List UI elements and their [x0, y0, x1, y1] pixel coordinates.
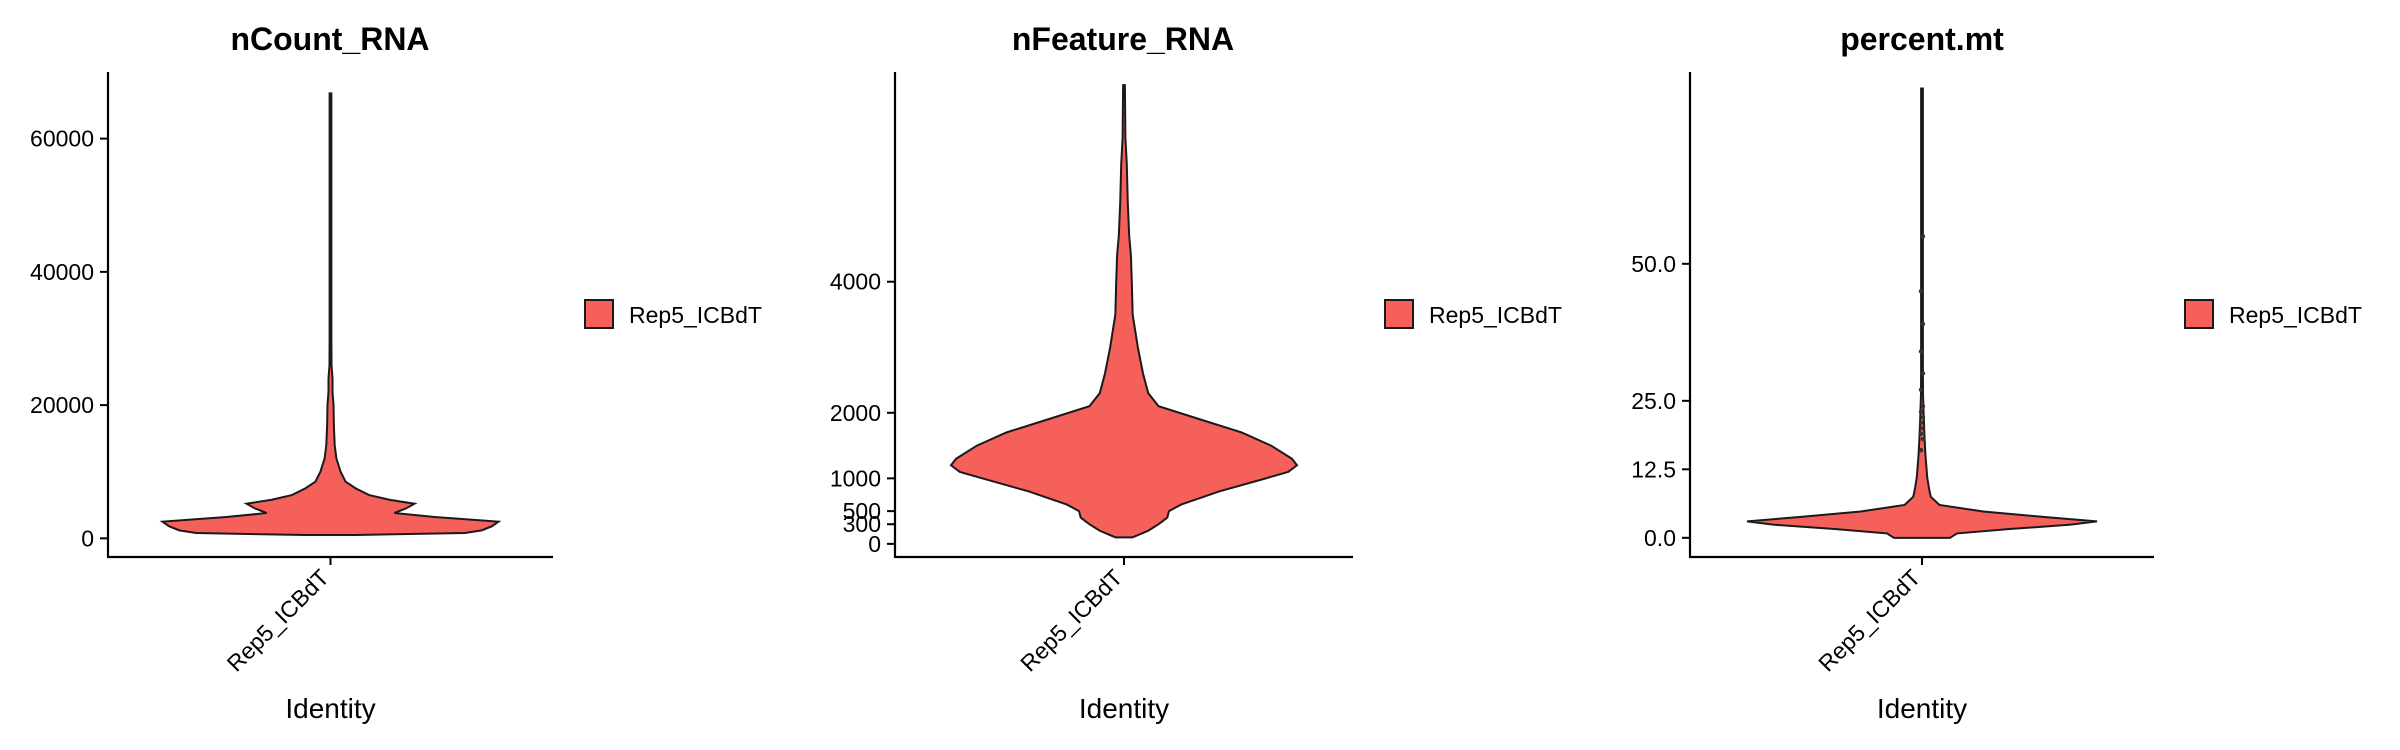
data-point: [1918, 289, 1924, 294]
chart-title: nFeature_RNA: [1012, 21, 1234, 57]
y-tick-label: 500: [843, 498, 881, 524]
data-point: [1920, 426, 1926, 431]
data-point: [1920, 404, 1926, 409]
y-tick-label: 1000: [830, 465, 881, 491]
y-tick-label: 0.0: [1644, 525, 1676, 551]
y-tick-label: 20000: [30, 392, 94, 418]
y-tick-label: 0: [81, 525, 94, 551]
panel-3: percent.mt 0.0 12.5 25.0 50.0 Rep5_ICBdT Ident…: [1631, 21, 2362, 724]
x-tick-label: Rep5_ICBdT: [1813, 564, 1925, 676]
violin-Rep5_ICBdT: [949, 84, 1299, 539]
data-point: [1920, 415, 1926, 420]
legend-label: Rep5_ICBdT: [2229, 302, 2362, 328]
x-tick-label: Rep5_ICBdT: [222, 564, 334, 676]
data-point: [1920, 371, 1926, 376]
legend-key: [1384, 299, 1414, 329]
data-point: [1920, 234, 1926, 239]
y-tick-label: 50.0: [1631, 251, 1676, 277]
legend-key: [584, 299, 614, 329]
violin-Rep5_ICBdT: [1746, 87, 2098, 539]
legend: Rep5_ICBdT: [2184, 299, 2362, 329]
y-tick-label: 0: [868, 531, 881, 557]
data-point: [1918, 387, 1924, 393]
data-point: [1918, 409, 1924, 414]
x-axis-label: Identity: [1877, 693, 1967, 724]
panel-1: nCount_RNA 0 20000 40000 60000 Rep5_ICBdT Iden…: [30, 21, 762, 724]
legend: Rep5_ICBdT: [584, 299, 762, 329]
data-point: [1920, 321, 1926, 327]
x-axis-label: Identity: [1079, 693, 1169, 724]
data-point: [1918, 447, 1924, 453]
data-point: [1920, 436, 1926, 442]
x-tick-label: Rep5_ICBdT: [1015, 564, 1127, 676]
y-tick-label: 12.5: [1631, 456, 1676, 482]
x-axis-label: Identity: [285, 693, 375, 724]
y-tick-label: 2000: [830, 400, 881, 426]
legend: Rep5_ICBdT: [1384, 299, 1562, 329]
y-tick-label: 40000: [30, 259, 94, 285]
y-tick-label: 300: [843, 511, 881, 537]
chart-title: percent.mt: [1840, 21, 2004, 57]
data-point: [1918, 431, 1924, 436]
legend-label: Rep5_ICBdT: [1429, 302, 1562, 328]
data-point: [1918, 349, 1924, 354]
violin-Rep5_ICBdT: [159, 92, 502, 537]
y-tick-label: 25.0: [1631, 388, 1676, 414]
legend-key: [2184, 299, 2214, 329]
data-point: [1918, 420, 1924, 425]
y-tick-label: 4000: [830, 269, 881, 295]
legend-label: Rep5_ICBdT: [629, 302, 762, 328]
y-tick-label: 60000: [30, 126, 94, 152]
chart-title: nCount_RNA: [230, 21, 429, 57]
